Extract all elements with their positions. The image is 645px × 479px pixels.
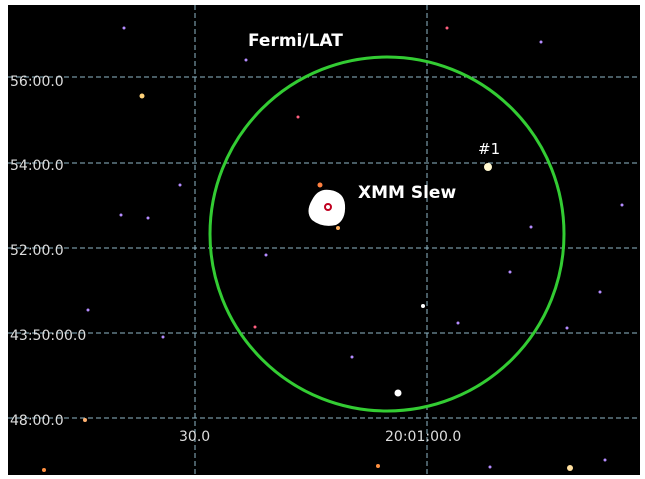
star bbox=[245, 59, 248, 62]
star bbox=[395, 390, 402, 397]
star bbox=[540, 41, 543, 44]
star bbox=[120, 214, 123, 217]
star bbox=[318, 183, 323, 188]
star bbox=[336, 226, 340, 230]
star bbox=[351, 356, 354, 359]
circle-label: Fermi/LAT bbox=[248, 31, 343, 51]
star bbox=[421, 304, 425, 308]
star bbox=[376, 464, 380, 468]
star bbox=[123, 27, 126, 30]
star bbox=[621, 204, 624, 207]
star bbox=[83, 418, 87, 422]
star bbox=[87, 309, 90, 312]
dec-label: 54:00.0 bbox=[10, 158, 64, 174]
star bbox=[265, 254, 268, 257]
ra-label: 30.0 bbox=[179, 429, 210, 445]
star bbox=[484, 163, 492, 171]
candidate-label: #1 bbox=[478, 140, 500, 158]
star bbox=[446, 27, 449, 30]
star bbox=[509, 271, 512, 274]
source-label: XMM Slew bbox=[358, 183, 456, 203]
star bbox=[162, 336, 165, 339]
star bbox=[42, 468, 46, 472]
star bbox=[530, 226, 533, 229]
star bbox=[254, 326, 257, 329]
dec-label: 43:50:00.0 bbox=[10, 328, 86, 344]
star bbox=[567, 465, 573, 471]
star bbox=[566, 327, 569, 330]
dec-label: 48:00.0 bbox=[10, 413, 64, 429]
star bbox=[147, 217, 150, 220]
star bbox=[489, 466, 492, 469]
star bbox=[604, 459, 607, 462]
star bbox=[140, 94, 145, 99]
sky-image: Fermi/LAT XMM Slew #1 56:00.0 54:00.0 52… bbox=[0, 0, 645, 479]
star bbox=[599, 291, 602, 294]
dec-label: 52:00.0 bbox=[10, 243, 64, 259]
star bbox=[179, 184, 182, 187]
ra-label: 20:01:00.0 bbox=[385, 429, 461, 445]
dec-label: 56:00.0 bbox=[10, 74, 64, 90]
image-background bbox=[8, 5, 640, 475]
star bbox=[457, 322, 460, 325]
star bbox=[297, 116, 300, 119]
